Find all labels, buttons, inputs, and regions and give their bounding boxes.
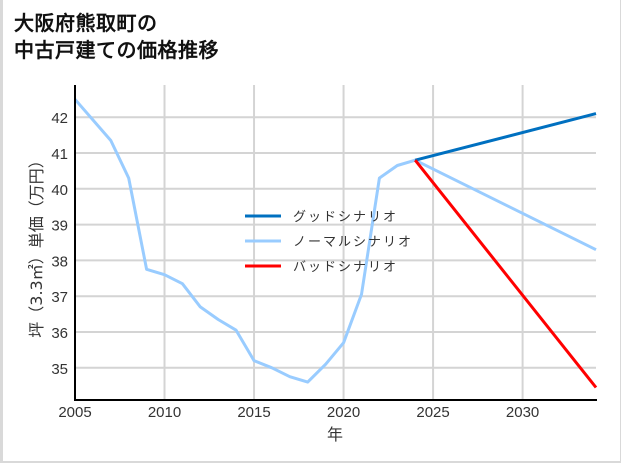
legend-label: バッドシナリオ <box>293 260 398 275</box>
series-line-2 <box>414 159 598 389</box>
y-tick-label: 42 <box>51 110 68 127</box>
y-tick-labels: 35 36 37 38 39 40 41 42 <box>51 110 68 378</box>
x-tick-label: 2020 <box>327 404 360 421</box>
series-line-0 <box>414 112 597 162</box>
x-tick-label: 2030 <box>506 404 539 421</box>
chart-title-line-2: 中古戸建ての価格推移 <box>14 38 219 62</box>
series-line-1 <box>73 98 597 384</box>
x-tick-label: 2010 <box>148 404 181 421</box>
y-tick-label: 38 <box>51 253 68 270</box>
y-tick-label: 41 <box>51 146 68 163</box>
y-axis-label: 坪（3.3㎡）単価（万円） <box>27 152 46 337</box>
axes <box>74 85 597 401</box>
legend-label: ノーマルシナリオ <box>293 235 413 250</box>
y-tick-label: 40 <box>51 182 68 199</box>
legend-label: グッドシナリオ <box>293 210 398 225</box>
x-tick-label: 2015 <box>237 404 270 421</box>
x-tick-label: 2025 <box>416 404 449 421</box>
y-tick-label: 35 <box>51 361 68 378</box>
chart-title-line-1: 大阪府熊取町の <box>14 11 158 35</box>
chart-title: 大阪府熊取町の 中古戸建ての価格推移 <box>14 10 219 64</box>
x-tick-labels: 2005 2010 2015 2020 2025 2030 <box>58 404 539 421</box>
x-tick-label: 2005 <box>58 404 91 421</box>
series-lines <box>73 98 598 389</box>
y-tick-label: 37 <box>51 289 68 306</box>
y-tick-label: 39 <box>51 218 68 235</box>
gridlines <box>75 85 596 400</box>
y-tick-label: 36 <box>51 325 68 342</box>
x-axis-label: 年 <box>327 425 343 444</box>
